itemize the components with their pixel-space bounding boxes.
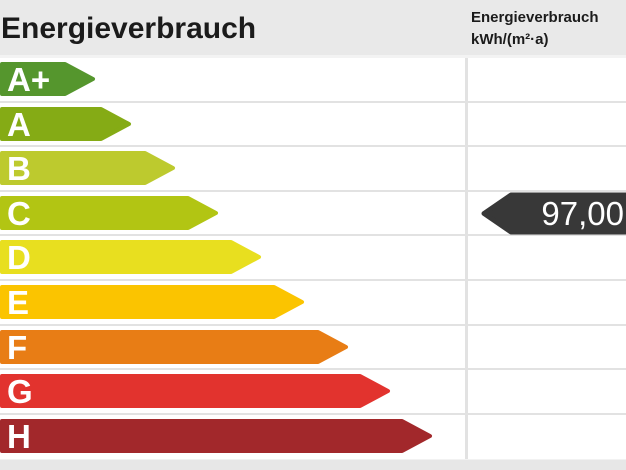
chart-title: Energieverbrauch: [1, 12, 257, 45]
band-label: G: [7, 373, 33, 411]
value-arrow-shape: [481, 192, 626, 235]
band-arrow-icon: [0, 240, 261, 275]
band-label: D: [7, 239, 31, 277]
value-text: 97,00: [541, 194, 624, 232]
band-arrow-icon: [0, 329, 348, 364]
band-arrow-icon: [0, 195, 218, 230]
band-arrow-icon: [0, 106, 131, 141]
band-label: A: [7, 105, 31, 143]
value-arrow-polygon: [481, 192, 626, 235]
band-arrow-icon: [0, 418, 432, 453]
band-row-g: G: [0, 370, 626, 415]
chart-header: Energieverbrauch Energieverbrauch kWh/(m…: [0, 0, 626, 58]
chart-footer: [0, 459, 626, 470]
band-arrow-icon: [0, 374, 390, 409]
band-arrow-icon: [0, 62, 95, 96]
vertical-gridline: [465, 58, 468, 459]
band-row-a: A: [0, 103, 626, 148]
unit-header-line2: kWh/(m²·a): [471, 31, 549, 48]
band-arrow-icon: [0, 284, 304, 319]
band-row-aplus: A+: [0, 58, 626, 103]
band-label: C: [7, 194, 31, 232]
band-row-h: H: [0, 415, 626, 460]
band-row-d: D: [0, 236, 626, 281]
band-row-c: C: [0, 192, 626, 237]
band-label: E: [7, 283, 30, 321]
band-label: B: [7, 150, 31, 188]
band-label: F: [7, 328, 28, 366]
band-row-f: F: [0, 326, 626, 371]
band-row-e: E: [0, 281, 626, 326]
band-row-b: B: [0, 147, 626, 192]
value-arrow: 97,00: [481, 192, 626, 235]
unit-header-line1: Energieverbrauch: [471, 9, 599, 26]
unit-header: Energieverbrauch kWh/(m²·a): [471, 7, 626, 51]
band-label: A+: [7, 61, 51, 98]
band-label: H: [7, 417, 31, 455]
rating-scale: A+ A B C D E F G H: [0, 58, 626, 460]
band-arrow-icon: [0, 151, 175, 186]
